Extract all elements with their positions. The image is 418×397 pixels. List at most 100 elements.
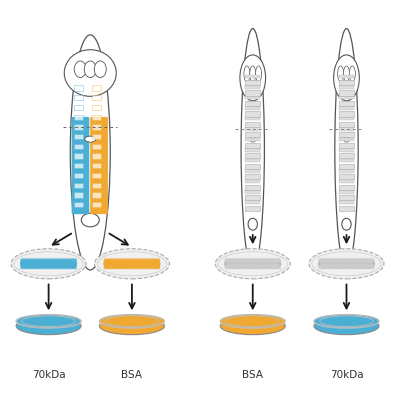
Circle shape bbox=[234, 264, 238, 268]
Circle shape bbox=[245, 264, 249, 268]
FancyBboxPatch shape bbox=[92, 124, 101, 129]
FancyBboxPatch shape bbox=[339, 138, 354, 141]
FancyBboxPatch shape bbox=[92, 192, 101, 198]
Circle shape bbox=[334, 260, 341, 267]
Circle shape bbox=[335, 264, 339, 268]
FancyBboxPatch shape bbox=[245, 195, 260, 200]
Circle shape bbox=[365, 259, 369, 263]
FancyBboxPatch shape bbox=[92, 163, 101, 168]
Circle shape bbox=[367, 260, 374, 267]
Circle shape bbox=[112, 260, 119, 267]
Ellipse shape bbox=[255, 66, 262, 82]
FancyBboxPatch shape bbox=[339, 85, 354, 89]
FancyBboxPatch shape bbox=[245, 122, 260, 127]
Ellipse shape bbox=[334, 55, 359, 101]
Circle shape bbox=[259, 260, 265, 267]
Ellipse shape bbox=[244, 66, 250, 82]
Circle shape bbox=[326, 260, 333, 267]
Circle shape bbox=[66, 260, 73, 267]
FancyBboxPatch shape bbox=[245, 179, 260, 183]
Circle shape bbox=[230, 264, 234, 268]
FancyBboxPatch shape bbox=[339, 143, 354, 148]
Ellipse shape bbox=[248, 218, 257, 230]
FancyBboxPatch shape bbox=[245, 96, 260, 99]
Circle shape bbox=[237, 264, 242, 268]
FancyBboxPatch shape bbox=[74, 124, 83, 129]
FancyBboxPatch shape bbox=[245, 164, 260, 169]
Circle shape bbox=[127, 260, 133, 267]
Circle shape bbox=[352, 260, 359, 267]
Circle shape bbox=[51, 260, 58, 267]
FancyBboxPatch shape bbox=[245, 190, 260, 194]
FancyBboxPatch shape bbox=[20, 258, 77, 269]
FancyBboxPatch shape bbox=[74, 192, 83, 198]
Ellipse shape bbox=[94, 61, 106, 77]
FancyBboxPatch shape bbox=[339, 174, 354, 179]
Circle shape bbox=[145, 260, 152, 267]
Circle shape bbox=[354, 259, 358, 263]
FancyBboxPatch shape bbox=[339, 80, 354, 85]
Ellipse shape bbox=[94, 249, 169, 279]
Circle shape bbox=[369, 259, 373, 263]
FancyBboxPatch shape bbox=[90, 117, 108, 214]
Circle shape bbox=[271, 259, 275, 263]
Circle shape bbox=[343, 264, 347, 268]
Circle shape bbox=[247, 260, 255, 267]
Ellipse shape bbox=[64, 50, 116, 96]
FancyBboxPatch shape bbox=[339, 132, 354, 137]
FancyBboxPatch shape bbox=[339, 101, 354, 106]
Circle shape bbox=[229, 260, 236, 267]
FancyBboxPatch shape bbox=[74, 173, 83, 178]
Ellipse shape bbox=[314, 314, 379, 328]
Circle shape bbox=[330, 260, 337, 267]
FancyBboxPatch shape bbox=[92, 173, 101, 178]
Circle shape bbox=[251, 260, 258, 267]
Circle shape bbox=[227, 259, 230, 263]
Circle shape bbox=[237, 259, 242, 263]
Circle shape bbox=[244, 260, 251, 267]
FancyBboxPatch shape bbox=[245, 127, 260, 131]
Circle shape bbox=[123, 260, 130, 267]
Ellipse shape bbox=[99, 317, 164, 335]
FancyBboxPatch shape bbox=[339, 164, 354, 169]
Circle shape bbox=[153, 260, 160, 267]
FancyBboxPatch shape bbox=[245, 206, 260, 211]
FancyBboxPatch shape bbox=[92, 115, 101, 120]
FancyBboxPatch shape bbox=[74, 134, 83, 139]
Circle shape bbox=[365, 264, 369, 268]
Circle shape bbox=[324, 264, 328, 268]
FancyBboxPatch shape bbox=[245, 91, 260, 96]
Text: 70kDa: 70kDa bbox=[32, 370, 66, 380]
FancyBboxPatch shape bbox=[74, 144, 83, 149]
FancyBboxPatch shape bbox=[245, 148, 260, 152]
FancyBboxPatch shape bbox=[245, 174, 260, 179]
Circle shape bbox=[230, 259, 234, 263]
Circle shape bbox=[335, 259, 339, 263]
Ellipse shape bbox=[342, 218, 351, 230]
Circle shape bbox=[149, 260, 156, 267]
FancyBboxPatch shape bbox=[339, 75, 354, 79]
Circle shape bbox=[108, 260, 115, 267]
Circle shape bbox=[255, 260, 262, 267]
FancyBboxPatch shape bbox=[245, 143, 260, 148]
Circle shape bbox=[328, 259, 332, 263]
Circle shape bbox=[369, 264, 373, 268]
FancyBboxPatch shape bbox=[339, 122, 354, 127]
Ellipse shape bbox=[250, 66, 256, 82]
Circle shape bbox=[346, 259, 350, 263]
Circle shape bbox=[130, 260, 137, 267]
FancyBboxPatch shape bbox=[339, 190, 354, 194]
FancyBboxPatch shape bbox=[245, 169, 260, 173]
Circle shape bbox=[36, 260, 43, 267]
FancyBboxPatch shape bbox=[74, 183, 83, 188]
Circle shape bbox=[263, 260, 269, 267]
Circle shape bbox=[249, 264, 253, 268]
Ellipse shape bbox=[240, 55, 265, 101]
FancyBboxPatch shape bbox=[339, 148, 354, 152]
FancyBboxPatch shape bbox=[339, 106, 354, 110]
Circle shape bbox=[271, 264, 275, 268]
Ellipse shape bbox=[11, 249, 86, 279]
FancyBboxPatch shape bbox=[339, 153, 354, 158]
FancyBboxPatch shape bbox=[339, 185, 354, 190]
FancyBboxPatch shape bbox=[339, 127, 354, 131]
